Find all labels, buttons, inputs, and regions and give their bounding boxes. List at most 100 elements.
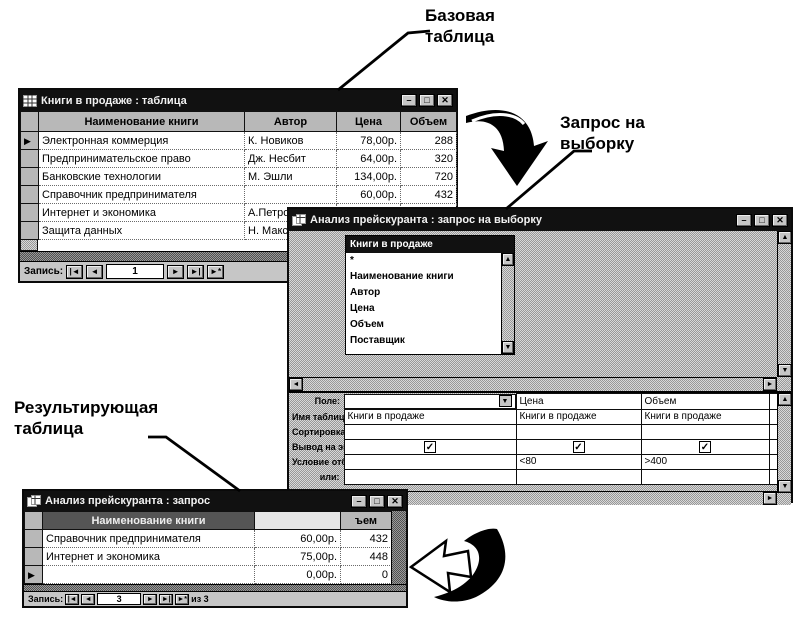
column-header[interactable] [254,511,341,530]
scroll-left-icon[interactable]: ◄ [289,378,303,391]
result-window-titlebar[interactable]: Анализ прейскуранта : запрос – □ ✕ [24,491,406,511]
cell-book-title[interactable]: Интернет и экономика [42,547,255,566]
field-cell-selected[interactable]: Наименование кни ▼ [344,393,516,409]
field-list-item[interactable]: * [350,255,354,266]
cell-book-title[interactable]: Интернет и экономика [38,203,245,222]
show-cell[interactable]: ✓ [343,438,517,455]
scroll-right-icon[interactable]: ► [763,378,777,391]
new-record-button[interactable]: ►* [207,264,225,279]
cell-volume[interactable]: 448 [340,547,392,566]
scroll-down-icon[interactable]: ▼ [502,341,514,354]
show-cell[interactable]: ✓ [640,438,770,455]
column-header[interactable]: Наименование книги [38,111,245,132]
scroll-down-icon[interactable]: ▼ [778,480,792,493]
minimize-button[interactable]: – [351,494,367,508]
cell-price[interactable]: 134,00р. [336,167,401,186]
show-cell[interactable]: ✓ [515,438,642,455]
record-number-box[interactable]: 1 [106,264,165,279]
row-selector[interactable] [20,203,39,222]
row-selector[interactable]: ▶ [20,131,39,150]
cell-price[interactable]: 64,00р. [336,149,401,168]
field-list-item[interactable]: Цена [350,303,375,314]
row-selector[interactable] [20,185,39,204]
sort-cell[interactable] [515,423,642,440]
cell-book-title[interactable] [42,565,255,584]
cell-book-title[interactable]: Справочник предпринимателя [42,529,255,548]
cell-price[interactable]: 60,00р. [336,185,401,204]
prev-record-button[interactable]: ◄ [86,264,104,279]
row-selector[interactable]: ▶ [24,565,43,584]
pane-vscrollbar[interactable]: ▲ ▼ [777,231,792,377]
close-button[interactable]: ✕ [387,494,403,508]
first-record-button[interactable]: |◄ [66,264,84,279]
scroll-up-icon[interactable]: ▲ [502,253,514,266]
or-cell[interactable] [515,468,642,485]
last-record-button[interactable]: ►| [187,264,205,279]
select-all-corner[interactable] [24,511,43,530]
row-selector[interactable] [20,221,39,240]
next-record-button[interactable]: ► [167,264,185,279]
cell-book-title[interactable]: Предпринимательское право [38,149,245,168]
cell-author[interactable]: Дж. Несбит [244,149,337,168]
sort-cell-empty[interactable] [768,423,778,440]
row-selector[interactable] [20,149,39,168]
select-all-corner[interactable] [20,111,39,132]
prev-record-button[interactable]: ◄ [81,593,96,605]
cell-price[interactable]: 78,00р. [336,131,401,150]
scroll-down-icon[interactable]: ▼ [778,364,792,377]
or-cell[interactable] [640,468,770,485]
maximize-button[interactable]: □ [369,494,385,508]
cell-price[interactable]: 75,00р. [254,547,341,566]
criteria-cell[interactable]: >400 [640,453,770,470]
field-cell[interactable]: Цена [515,393,642,410]
field-cell[interactable]: Объем [640,393,770,410]
cell-volume[interactable]: 432 [400,185,457,204]
result-vscrollbar[interactable] [391,511,406,584]
base-window-titlebar[interactable]: Книги в продаже : таблица – □ ✕ [20,90,456,111]
cell-price[interactable]: 60,00р. [254,529,341,548]
maximize-button[interactable]: □ [754,213,770,227]
criteria-cell[interactable]: <80 [515,453,642,470]
or-cell-empty[interactable] [768,468,778,485]
last-record-button[interactable]: ►| [159,593,174,605]
column-header[interactable]: Цена [336,111,401,132]
or-cell[interactable] [343,468,517,485]
row-selector[interactable] [24,547,43,566]
cell-volume[interactable]: 720 [400,167,457,186]
checkbox-checked-icon[interactable]: ✓ [572,440,585,453]
minimize-button[interactable]: – [736,213,752,227]
scroll-right-icon[interactable]: ► [763,492,777,505]
cell-volume[interactable]: 432 [340,529,392,548]
field-list-item[interactable]: Поставщик [350,335,405,346]
field-list-scrollbar[interactable]: ▲ ▼ [501,253,514,354]
table-name-cell[interactable]: Книги в продаже [640,408,770,425]
cell-book-title[interactable]: Защита данных [38,221,245,240]
column-header[interactable]: ъем [340,511,392,530]
field-cell-empty[interactable] [768,393,778,410]
record-number-box[interactable]: 3 [97,593,142,605]
scroll-up-icon[interactable]: ▲ [778,393,792,406]
scroll-up-icon[interactable]: ▲ [778,231,792,244]
row-selector[interactable] [24,529,43,548]
sort-cell[interactable] [640,423,770,440]
cell-author[interactable] [244,185,337,204]
cell-book-title[interactable]: Электронная коммерция [38,131,245,150]
column-header[interactable]: Объем [400,111,457,132]
cell-book-title[interactable]: Справочник предпринимателя [38,185,245,204]
table-name-cell[interactable]: Книги в продаже [343,408,517,425]
cell-volume[interactable]: 0 [340,565,392,584]
field-list-item[interactable]: Автор [350,287,381,298]
field-list-title[interactable]: Книги в продаже [346,236,514,253]
grid-vscrollbar[interactable]: ▲ ▼ [777,393,792,493]
row-selector[interactable] [20,167,39,186]
column-header[interactable]: Наименование книги [42,511,255,530]
sort-cell[interactable] [343,423,517,440]
column-header[interactable]: Автор [244,111,337,132]
checkbox-checked-icon[interactable]: ✓ [699,440,711,453]
field-list-item[interactable]: Наименование книги [350,271,454,282]
result-hscrollbar[interactable] [24,584,406,595]
dropdown-icon[interactable]: ▼ [498,395,512,407]
table-name-cell-empty[interactable] [768,408,778,425]
minimize-button[interactable]: – [401,94,417,107]
next-record-button[interactable]: ► [143,593,158,605]
